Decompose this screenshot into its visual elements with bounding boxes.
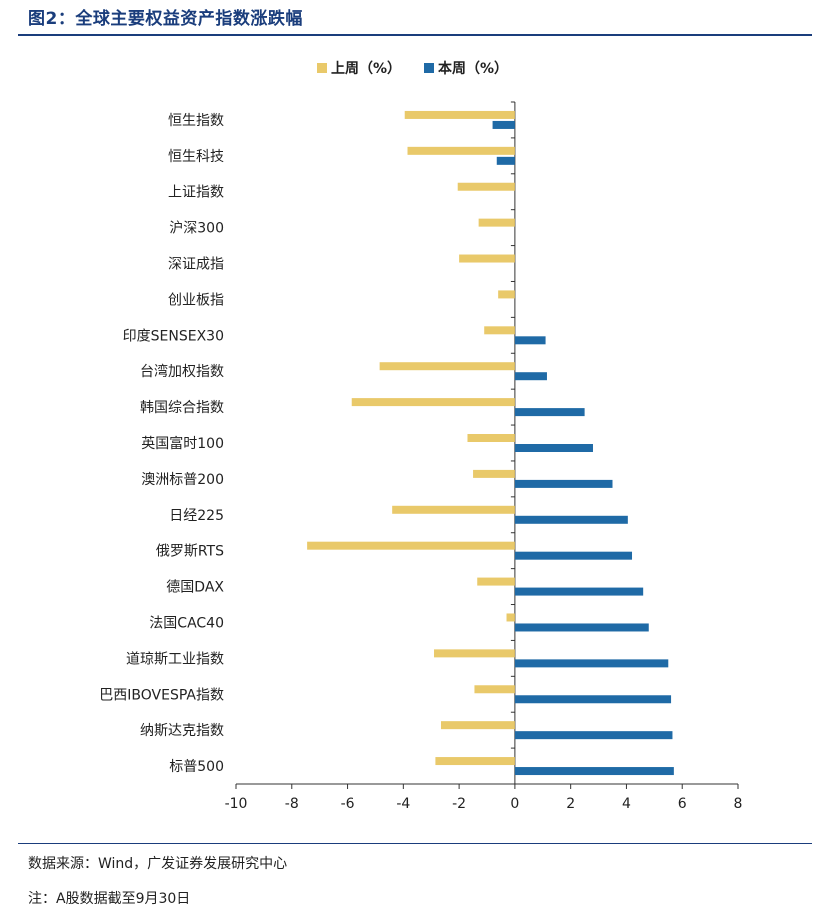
- x-tick-label: 8: [734, 796, 743, 812]
- bar-last-week: [440, 721, 515, 730]
- category-label: 韩国综合指数: [140, 400, 224, 416]
- category-label: 标普500: [169, 759, 224, 775]
- bar-this-week: [496, 156, 515, 165]
- bar-last-week: [404, 110, 515, 119]
- bar-last-week: [459, 254, 515, 263]
- footer-rule: [18, 843, 812, 844]
- source-note: 数据来源：Wind，广发证券发展研究中心: [28, 856, 288, 872]
- bar-last-week: [484, 326, 515, 335]
- bar-this-week: [514, 408, 585, 417]
- category-label: 日经225: [169, 508, 224, 524]
- chart-legend: 上周（%） 本周（%）: [317, 60, 508, 77]
- bar-this-week: [514, 551, 633, 560]
- category-label: 上证指数: [168, 185, 224, 201]
- category-label: 俄罗斯RTS: [156, 544, 224, 560]
- bar-last-week: [351, 398, 515, 407]
- category-label: 道琼斯工业指数: [126, 651, 224, 667]
- category-label: 巴西IBOVESPA指数: [99, 687, 224, 703]
- bar-last-week: [379, 362, 515, 371]
- bar-this-week: [514, 623, 649, 632]
- x-tick-label: -6: [341, 796, 355, 812]
- bar-last-week: [498, 290, 515, 299]
- bar-last-week: [477, 577, 515, 586]
- category-label: 德国DAX: [166, 580, 224, 596]
- category-label: 英国富时100: [141, 435, 224, 452]
- bar-last-week: [392, 505, 515, 514]
- bar-last-week: [474, 685, 515, 694]
- bar-this-week: [514, 336, 546, 345]
- x-tick-label: 2: [566, 796, 575, 812]
- bar-last-week: [435, 757, 515, 766]
- category-label: 深证成指: [168, 257, 224, 273]
- category-label: 法国CAC40: [149, 615, 224, 631]
- bar-this-week: [514, 587, 644, 596]
- x-tick-label: 0: [510, 796, 519, 812]
- footnote: 注：A股数据截至9月30日: [28, 891, 191, 907]
- title-rule: [18, 34, 812, 36]
- x-tick-label: -8: [285, 796, 299, 812]
- category-label: 台湾加权指数: [140, 363, 224, 380]
- bar-last-week: [478, 218, 515, 227]
- bar-this-week: [492, 120, 515, 129]
- bar-this-week: [514, 767, 674, 776]
- legend-label-this-week: 本周（%）: [438, 60, 508, 77]
- x-tick-label: -4: [396, 796, 410, 812]
- bar-this-week: [514, 515, 628, 524]
- bar-chart: 上周（%） 本周（%） -10 -8 -6 -4 -2 0 2 4 6 8 恒生指数恒生科技上证指数…: [99, 60, 743, 812]
- category-label: 纳斯达克指数: [140, 723, 224, 739]
- bar-last-week: [506, 613, 515, 622]
- figure-title: 图2：全球主要权益资产指数涨跌幅: [28, 9, 303, 29]
- x-tick-label: 6: [678, 796, 687, 812]
- x-tick-label: -2: [452, 796, 466, 812]
- category-label: 印度SENSEX30: [123, 328, 224, 344]
- category-label: 创业板指: [168, 292, 224, 308]
- legend-swatch-this-week: [424, 63, 434, 73]
- bar-this-week: [514, 444, 593, 452]
- category-label: 恒生科技: [168, 149, 224, 165]
- bar-last-week: [467, 434, 515, 442]
- bar-last-week: [434, 649, 515, 658]
- bar-last-week: [407, 146, 515, 155]
- category-label: 沪深300: [169, 221, 224, 237]
- legend-swatch-last-week: [317, 63, 327, 73]
- category-label: 恒生指数: [168, 113, 224, 129]
- bar-this-week: [514, 479, 613, 488]
- bar-this-week: [514, 731, 673, 740]
- bar-this-week: [514, 372, 547, 381]
- bar-this-week: [514, 659, 669, 668]
- bar-last-week: [307, 541, 515, 550]
- bar-this-week: [514, 695, 672, 704]
- x-tick-label: 4: [622, 796, 631, 812]
- bar-last-week: [457, 182, 515, 191]
- x-tick-label: -10: [225, 796, 248, 812]
- legend-label-last-week: 上周（%）: [331, 61, 401, 77]
- bar-last-week: [473, 469, 515, 478]
- category-label: 澳洲标普200: [141, 472, 224, 488]
